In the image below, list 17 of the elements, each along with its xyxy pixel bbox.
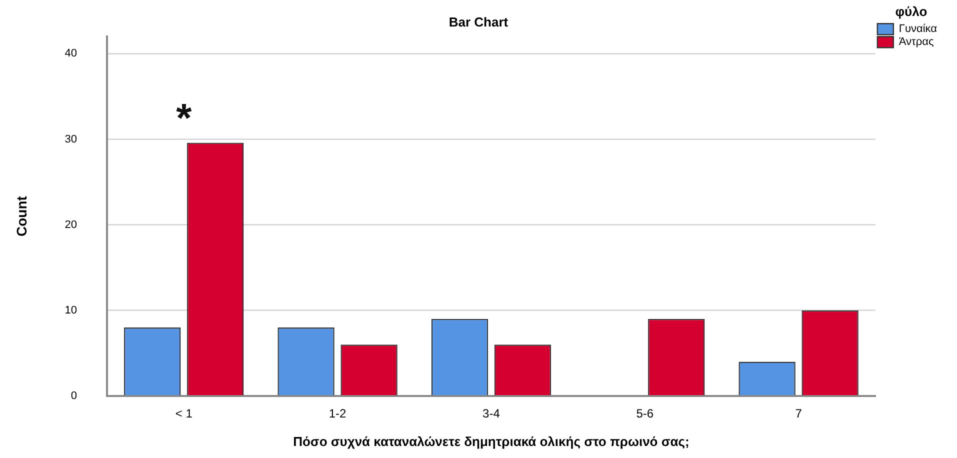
legend-title: φύλο — [895, 4, 928, 20]
y-tick-label: 40 — [64, 48, 78, 60]
y-tick-label: 30 — [64, 133, 78, 146]
chart-title: Bar Chart — [448, 14, 509, 30]
y-axis-title: Count — [13, 196, 30, 237]
x-tick-label: 3-4 — [482, 406, 500, 421]
x-tick-label: 7 — [795, 406, 802, 421]
y-tick-label: 20 — [64, 218, 78, 231]
x-tick-label: < 1 — [175, 406, 193, 421]
x-tick-label: 5-6 — [636, 406, 654, 421]
y-tick-label: 0 — [70, 390, 78, 402]
x-axis-title: Πόσο συχνά καταναλώνετε δημητριακά ολικής στο πρωινό σας; — [293, 434, 690, 449]
annotation: * — [176, 96, 192, 141]
legend-label: Γυναίκα — [898, 23, 938, 36]
legend-label: Άντρας — [898, 36, 934, 48]
y-tick-label: 10 — [64, 304, 78, 316]
x-tick-label: 1-2 — [328, 406, 347, 421]
